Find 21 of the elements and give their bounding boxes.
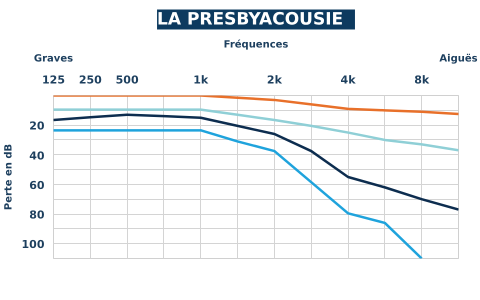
text: Graves [34, 54, 74, 64]
x-tick-label: 4k [340, 74, 356, 86]
x-tick-label: 1k [193, 74, 209, 86]
line-series [54, 114, 458, 211]
x-axis-title: Fréquences [224, 40, 288, 50]
text: Aiguës [439, 54, 478, 64]
y-tick-label: 60 [29, 178, 45, 192]
y-tick-label: 20 [29, 120, 45, 133]
x-tick-label: 500 [116, 74, 139, 86]
x-tick-label: 8k [414, 74, 430, 86]
y-tick-label: 80 [29, 208, 45, 222]
x-tick-label: 125 [42, 74, 65, 86]
y-tick-label: 40 [29, 149, 45, 162]
line-series [54, 129, 423, 258]
y-axis-title: Perte en dB [4, 144, 15, 210]
x-tick-label: 2k [266, 74, 283, 86]
line-series [54, 108, 458, 152]
x-tick-label: 250 [78, 74, 102, 86]
line-series [54, 96, 458, 116]
chart-title: LA PRESBYACOUSIE [157, 10, 344, 30]
y-tick-label: 100 [22, 238, 45, 252]
